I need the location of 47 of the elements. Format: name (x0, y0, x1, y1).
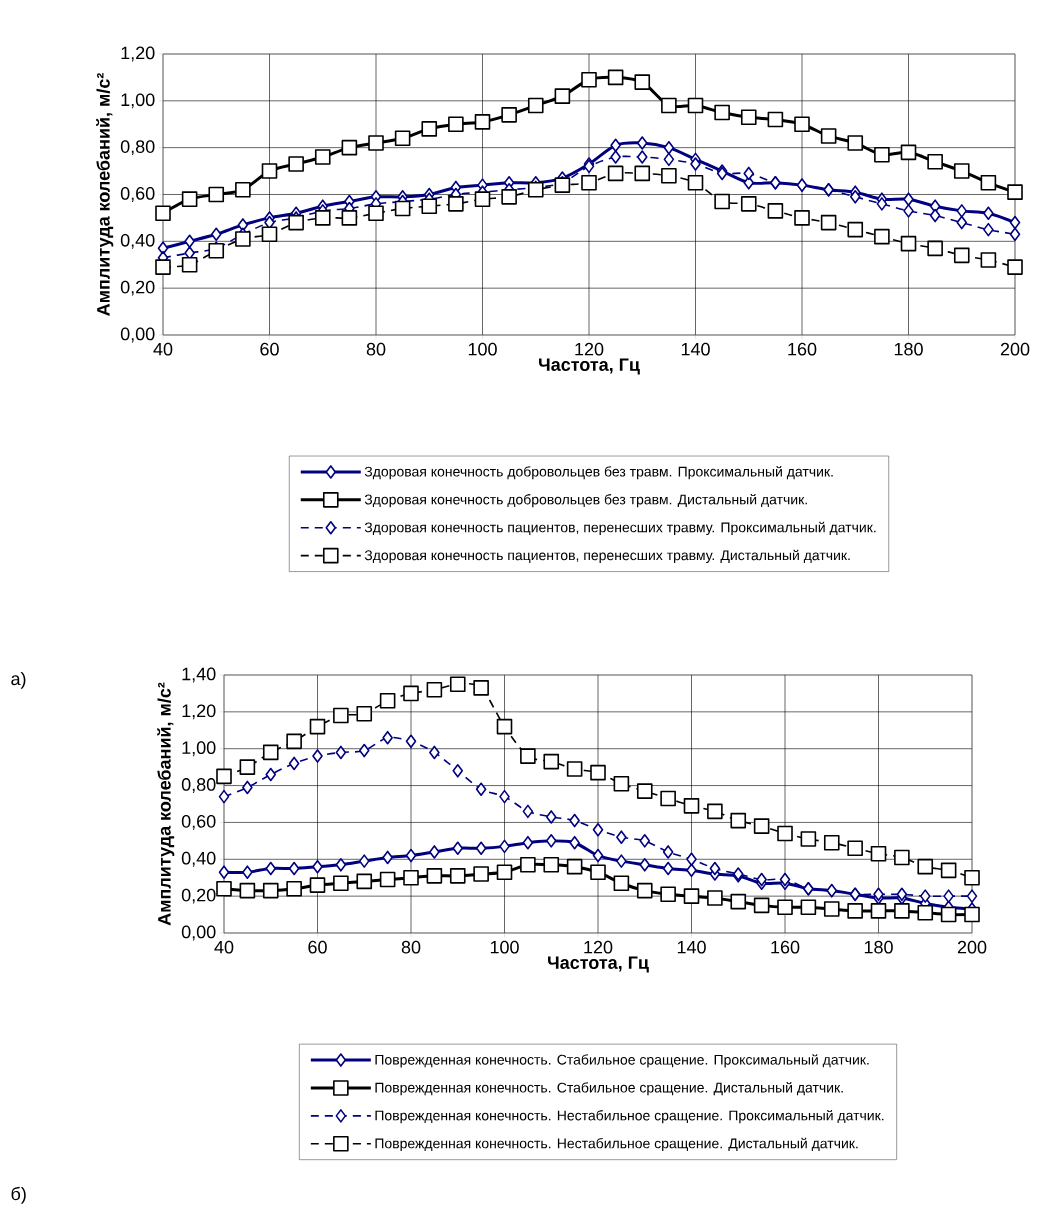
x-tick-label: 120 (575, 342, 604, 356)
x-tick-label: 60 (308, 940, 327, 954)
y-tick-label: 1,40 (182, 667, 216, 683)
x-tick-label: 120 (584, 940, 613, 954)
y-tick-label: 0,40 (181, 851, 216, 867)
x-tick-label: 200 (1000, 342, 1030, 356)
x-tick-label: 140 (677, 940, 706, 954)
legend-label: Поврежденная конечность. Стабильное сращение. Проксимальный датчик. (375, 1054, 869, 1068)
x-tick-label: 40 (153, 342, 173, 356)
x-tick-label: 160 (771, 940, 800, 954)
y-tick-label: 0,80 (181, 778, 216, 794)
x-tick-label: 80 (401, 940, 421, 954)
y-tick-label: 1,20 (182, 704, 216, 720)
y-tick-label: 1,00 (121, 93, 155, 109)
legend-label: Здоровая конечность добровольцев без травм. Проксимальный датчик. (364, 466, 833, 480)
x-tick-label: 60 (260, 342, 279, 356)
legend-label: Поврежденная конечность. Стабильное сращение. Дистальный датчик. (375, 1082, 843, 1096)
x-axis-title: Частота, Гц (539, 358, 640, 375)
legend-label: Здоровая конечность добровольцев без травм. Дистальный датчик. (364, 493, 807, 508)
x-tick-label: 180 (894, 342, 923, 356)
text: а) (11, 671, 26, 689)
y-tick-label: 0,40 (120, 233, 155, 249)
x-tick-label: 80 (366, 342, 386, 356)
legend-label: Поврежденная конечность. Нестабильное сращение. Проксимальный датчик. (375, 1109, 884, 1124)
legend-label: Здоровая конечность пациентов, перенесших травму. Дистальный датчик. (364, 549, 850, 563)
y-axis-title: Амплитуда колебаний, м/с² (157, 682, 175, 926)
y-axis-title: Амплитуда колебаний, м/с² (96, 73, 114, 316)
y-tick-label: 0,20 (120, 280, 155, 296)
x-tick-label: 180 (864, 940, 893, 954)
legend-label: Поврежденная конечность. Нестабильное сращение. Дистальный датчик. (375, 1137, 858, 1152)
y-tick-label: 0,00 (120, 327, 155, 343)
y-tick-label: 1,00 (182, 741, 216, 757)
x-tick-label: 200 (957, 940, 987, 954)
x-tick-label: 40 (214, 940, 234, 954)
x-tick-label: 100 (490, 940, 519, 954)
legend-label: Здоровая конечность пациентов, перенесших травму. Проксимальный датчик. (364, 521, 876, 536)
y-tick-label: 1,20 (121, 46, 155, 62)
x-axis-title: Частота, Гц (548, 956, 649, 973)
y-tick-label: 0,20 (181, 888, 216, 904)
y-tick-label: 0,60 (120, 187, 155, 202)
x-tick-label: 140 (681, 342, 710, 356)
y-tick-label: 0,60 (181, 814, 216, 830)
y-tick-label: 0,00 (181, 925, 216, 941)
x-tick-label: 160 (788, 342, 817, 356)
text: б) (11, 1186, 26, 1204)
x-tick-label: 100 (468, 342, 497, 356)
y-tick-label: 0,80 (120, 140, 155, 156)
